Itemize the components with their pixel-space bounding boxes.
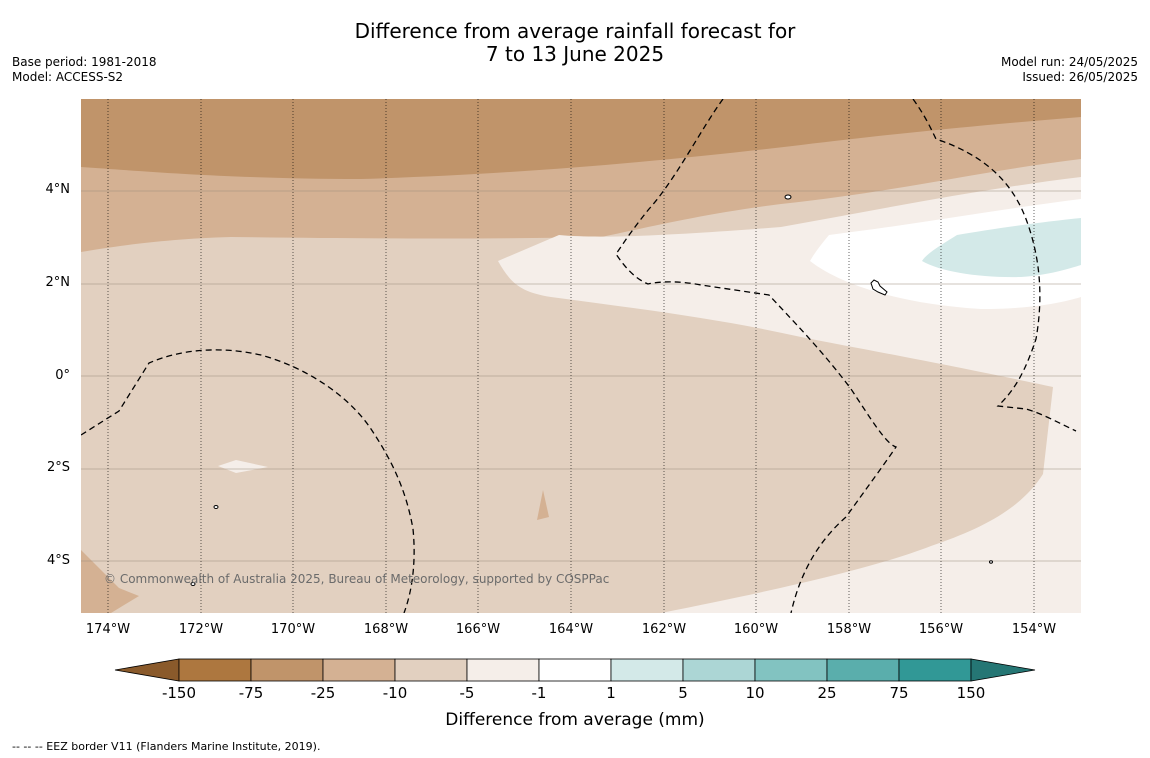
colorbar-segment xyxy=(178,658,252,682)
lon-label-164W: 164°W xyxy=(548,622,594,637)
lon-label-168W: 168°W xyxy=(363,622,409,637)
colorbar-tick-label: -25 xyxy=(310,684,336,702)
patch-southwest xyxy=(81,550,139,613)
island-south-1 xyxy=(213,505,219,509)
map-title-line1: Difference from average rainfall forecas… xyxy=(354,19,796,43)
rainfall-anomaly-map xyxy=(81,99,1081,613)
eez-border-lines xyxy=(81,99,1077,613)
map-title-line2: 7 to 13 June 2025 xyxy=(485,42,665,66)
colorbar-segments xyxy=(114,658,1036,682)
lat-label-equator: 0° xyxy=(55,368,70,383)
latitude-gridlines xyxy=(81,190,1081,562)
colorbar-under-triangle xyxy=(114,658,180,682)
lon-label-156W: 156°W xyxy=(918,622,964,637)
model-run-text: Model run: 24/05/2025 xyxy=(1000,55,1138,69)
lon-label-170W: 170°W xyxy=(270,622,316,637)
colorbar-segment xyxy=(250,658,324,682)
band-1-to-5 xyxy=(922,218,1081,278)
colorbar-tick-label: 75 xyxy=(889,684,909,702)
colorbar-segment xyxy=(322,658,396,682)
colorbar-segment xyxy=(394,658,468,682)
lon-label-160W: 160°W xyxy=(733,622,779,637)
colorbar-tick-label: 10 xyxy=(745,684,765,702)
colorbar-segment xyxy=(466,658,540,682)
colorbar-tick-label: -5 xyxy=(459,684,475,702)
lon-label-162W: 162°W xyxy=(641,622,687,637)
band-minus75-to-minus25 xyxy=(81,99,1081,179)
colorbar xyxy=(114,658,1036,682)
colorbar-over-triangle xyxy=(970,658,1036,682)
colorbar-segment xyxy=(538,658,612,682)
base-period-text: Base period: 1981-2018 xyxy=(12,55,157,69)
colorbar-tick-label: 5 xyxy=(678,684,688,702)
colorbar-segment xyxy=(754,658,828,682)
colorbar-segment xyxy=(898,658,972,682)
colorbar-title: Difference from average (mm) xyxy=(445,710,705,730)
colorbar-segment xyxy=(610,658,684,682)
island-south-2 xyxy=(190,582,196,586)
lat-label-2S: 2°S xyxy=(46,460,70,475)
lon-label-154W: 154°W xyxy=(1011,622,1057,637)
colorbar-tick-label: 1 xyxy=(606,684,616,702)
meta-left: Base period: 1981-2018 Model: ACCESS-S2 xyxy=(12,55,157,85)
lat-label-4N: 4°N xyxy=(45,182,71,197)
lon-label-158W: 158°W xyxy=(826,622,872,637)
colorbar-tick-label: -10 xyxy=(382,684,408,702)
lon-label-172W: 172°W xyxy=(178,622,224,637)
model-text: Model: ACCESS-S2 xyxy=(12,70,124,84)
colorbar-tick-label: -1 xyxy=(531,684,547,702)
colorbar-tick-label: 150 xyxy=(956,684,986,702)
copyright-text: © Commonwealth of Australia 2025, Bureau… xyxy=(104,572,610,586)
island-outlines xyxy=(190,194,993,586)
island-north xyxy=(784,194,792,200)
eez-footnote: -- -- -- EEZ border V11 (Flanders Marine… xyxy=(12,740,321,753)
island-south-3 xyxy=(989,560,993,564)
issued-text: Issued: 26/05/2025 xyxy=(1022,70,1138,84)
map-svg xyxy=(81,99,1081,613)
colorbar-tick-label: -150 xyxy=(161,684,197,702)
colorbar-segment xyxy=(826,658,900,682)
lat-label-4S: 4°S xyxy=(46,553,70,568)
lon-label-174W: 174°W xyxy=(85,622,131,637)
lon-label-166W: 166°W xyxy=(455,622,501,637)
colorbar-segment xyxy=(682,658,756,682)
lat-label-2N: 2°N xyxy=(45,275,71,290)
colorbar-tick-label: 25 xyxy=(817,684,837,702)
meta-right: Model run: 24/05/2025 Issued: 26/05/2025 xyxy=(1001,55,1138,85)
patch-small-spike xyxy=(537,490,549,520)
island-kiritimati xyxy=(870,279,888,296)
patch-small-light xyxy=(218,460,268,473)
colorbar-tick-label: -75 xyxy=(238,684,264,702)
